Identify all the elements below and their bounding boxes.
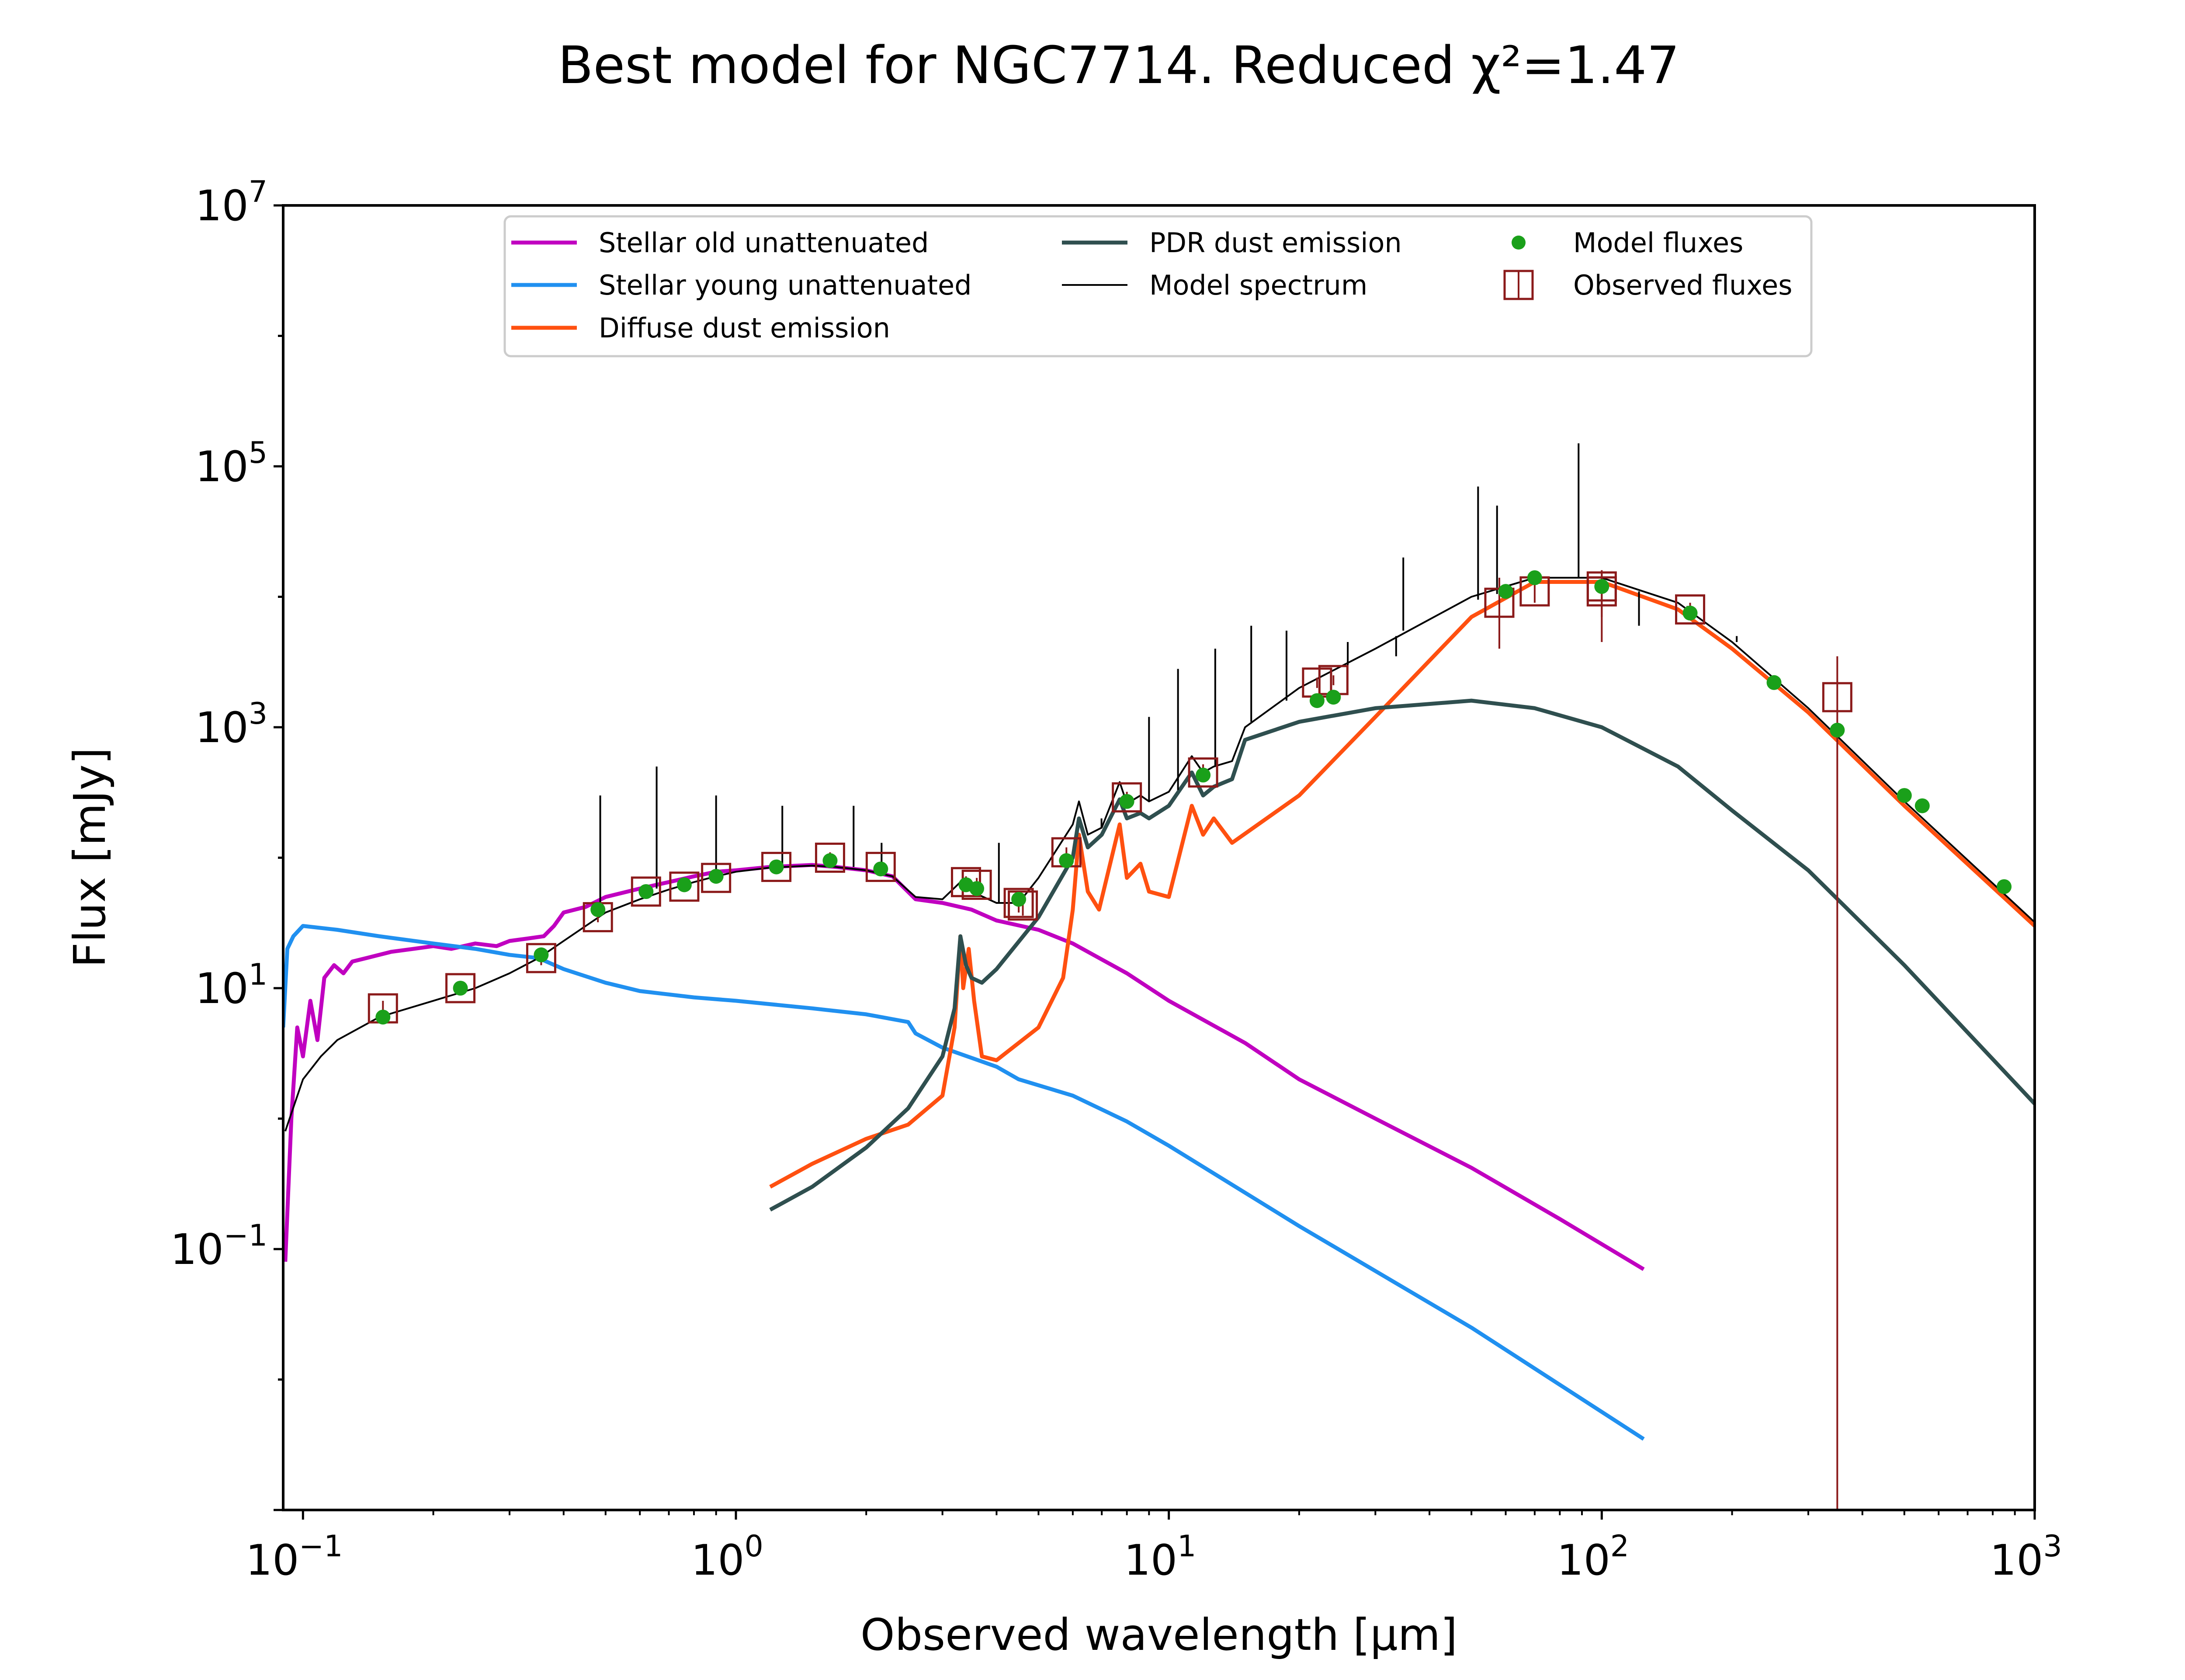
observed-flux-marker-4: [631, 876, 661, 907]
x-tick-label-1: 100: [691, 1529, 763, 1585]
x-tick-label-2: 101: [1124, 1529, 1196, 1585]
model-flux-point-6: [708, 869, 724, 884]
model-flux-point-3: [590, 902, 606, 917]
legend-box: [503, 215, 1813, 358]
y-tick-label-1: 101: [195, 958, 267, 1013]
observed-flux-marker-24: [1822, 682, 1852, 712]
stellar-young-unattenuated-line: [283, 924, 1645, 1441]
model-flux-point-5: [676, 877, 692, 892]
legend-item-pdr-dust-emission: PDR dust emission: [1062, 227, 1402, 259]
legend-item-stellar-young-unattenuated: Stellar young unattenuated: [511, 269, 971, 301]
legend-item-model-fluxes: Model fluxes: [1512, 227, 1743, 259]
y-tick-label-3: 105: [195, 436, 267, 491]
pdr-dust-emission-line: [769, 698, 2035, 1212]
model-flux-point-2: [534, 947, 549, 962]
observed-flux-marker-5: [669, 871, 700, 902]
model-flux-point-14: [1119, 794, 1134, 809]
observed-flux-marker-23: [1675, 594, 1706, 625]
legend-label-stellar-old-unattenuated: Stellar old unattenuated: [599, 227, 929, 259]
observed-flux-marker-22: [1586, 571, 1617, 602]
y-tick-label-2: 103: [195, 697, 267, 752]
model-spectrum-line: [284, 576, 2035, 1132]
model-flux-point-9: [873, 861, 888, 877]
legend-swatch-model-fluxes: [1512, 236, 1526, 250]
model-flux-point-4: [638, 884, 654, 899]
model-flux-point-11: [969, 881, 985, 896]
model-flux-point-25: [1914, 798, 1930, 813]
y-tick-label-4: 107: [195, 175, 267, 230]
x-axis-label: Observed wavelength [μm]: [860, 1609, 1457, 1660]
model-flux-point-19: [1527, 570, 1542, 585]
observed-flux-marker-16: [1188, 757, 1218, 788]
model-flux-point-18: [1498, 584, 1513, 599]
legend-item-stellar-old-unattenuated: Stellar old unattenuated: [511, 227, 929, 259]
model-flux-point-0: [375, 1010, 391, 1025]
y-axis: 10−1 101 103 105 107: [170, 175, 283, 1511]
observed-flux-marker-8: [815, 843, 845, 873]
model-flux-point-16: [1309, 693, 1325, 708]
y-axis-label: Flux [mJy]: [64, 747, 115, 968]
model-flux-point-8: [822, 853, 838, 868]
model-flux-point-21: [1682, 605, 1698, 621]
observed-flux-marker-13: [1008, 890, 1038, 921]
legend-label-observed-fluxes: Observed fluxes: [1573, 269, 1793, 301]
x-tick-label-3: 102: [1557, 1529, 1629, 1585]
model-flux-point-1: [453, 981, 468, 996]
model-flux-point-7: [769, 859, 784, 875]
x-axis: 10−1 100 101 102 103: [246, 1510, 2062, 1585]
model-flux-point-17: [1326, 690, 1341, 705]
y-tick-label-0: 10−1: [170, 1218, 267, 1274]
observed-flux-marker-7: [761, 852, 792, 882]
model-flux-point-15: [1196, 767, 1211, 783]
model-flux-point-20: [1594, 579, 1609, 594]
chart-title: Best model for NGC7714. Reduced χ²=1.47: [558, 35, 1680, 95]
x-tick-label-4: 103: [1990, 1529, 2062, 1585]
model-flux-point-24: [1897, 788, 1912, 803]
plot-frame: [282, 204, 2036, 1511]
model-flux-point-26: [1997, 879, 2012, 894]
legend: Stellar old unattenuated Stellar young un…: [503, 215, 1813, 358]
legend-label-model-fluxes: Model fluxes: [1573, 227, 1743, 259]
legend-item-model-spectrum: Model spectrum: [1062, 269, 1367, 301]
observed-flux-marker-6: [701, 863, 732, 893]
observed-flux-marker-9: [865, 852, 896, 882]
legend-label-diffuse-dust-emission: Diffuse dust emission: [599, 312, 890, 344]
observed-flux-marker-15: [1112, 782, 1142, 812]
stellar-old-unattenuated-line: [283, 863, 1645, 1271]
observed-flux-marker-12: [1003, 888, 1034, 918]
legend-item-diffuse-dust-emission: Diffuse dust emission: [511, 312, 890, 344]
model-flux-point-22: [1766, 675, 1782, 690]
observed-flux-marker-2: [526, 943, 556, 973]
x-tick-label-0: 10−1: [246, 1529, 343, 1585]
observed-flux-marker-1: [445, 973, 476, 1003]
legend-label-model-spectrum: Model spectrum: [1149, 269, 1367, 301]
model-flux-point-13: [1059, 853, 1074, 868]
legend-label-pdr-dust-emission: PDR dust emission: [1149, 227, 1402, 259]
legend-label-stellar-young-unattenuated: Stellar young unattenuated: [599, 269, 971, 301]
model-flux-point-12: [1011, 892, 1027, 907]
legend-item-observed-fluxes: Observed fluxes: [1503, 269, 1793, 301]
model-flux-point-23: [1830, 722, 1845, 738]
